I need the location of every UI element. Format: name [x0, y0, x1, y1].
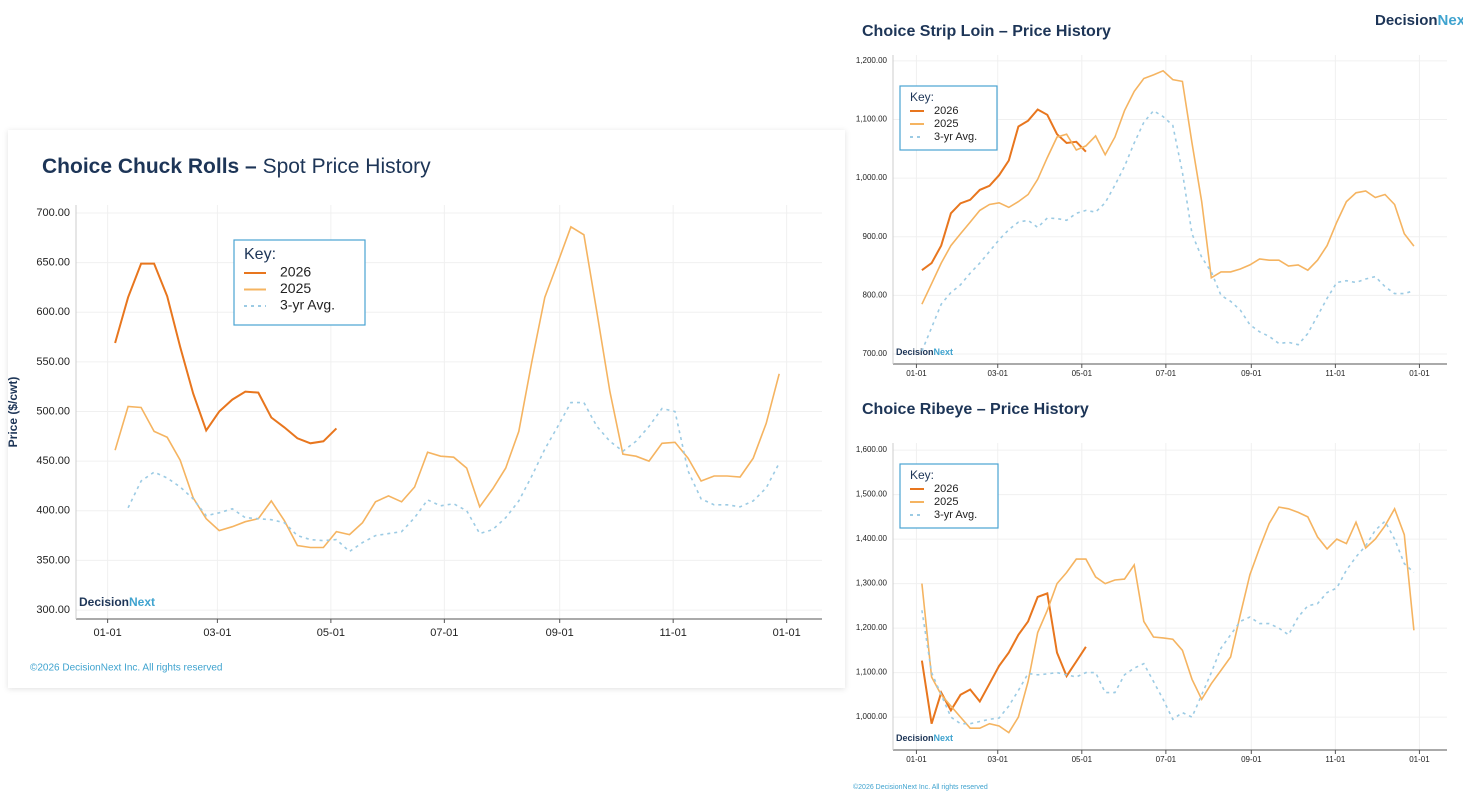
x-tick-label: 03-01 — [203, 627, 231, 639]
copyright: ©2026 DecisionNext Inc. All rights reser… — [30, 663, 222, 674]
watermark-part: Next — [934, 347, 954, 357]
chart: Choice Strip Loin – Price History 700.00 8… — [856, 23, 1447, 378]
chart-card — [8, 130, 845, 688]
x-tick-label: 03-01 — [988, 755, 1009, 764]
y-tick-label: 600.00 — [36, 306, 70, 318]
legend-label: 3-yr Avg. — [934, 509, 977, 521]
y-tick-label: 1,100.00 — [856, 668, 888, 677]
legend-label: 3-yr Avg. — [934, 131, 977, 143]
x-tick-label: 01-01 — [94, 627, 122, 639]
watermark-part: Decision — [896, 347, 934, 357]
legend-title: Key: — [244, 246, 276, 263]
y-tick-label: 1,100.00 — [856, 115, 888, 124]
series-line — [921, 506, 1415, 734]
y-tick-label: 900.00 — [863, 232, 888, 241]
watermark-part: Next — [129, 595, 155, 609]
x-tick-label: 09-01 — [1241, 369, 1262, 378]
y-tick-label: 450.00 — [36, 455, 70, 467]
x-tick-label: 09-01 — [1241, 755, 1262, 764]
x-tick-label: 01-01 — [906, 369, 927, 378]
legend-label: 2025 — [934, 118, 958, 130]
series-line — [921, 520, 1415, 725]
watermark: DecisionNext — [79, 595, 155, 609]
y-tick-label: 700.00 — [863, 349, 888, 358]
y-tick-label: 1,000.00 — [856, 173, 888, 182]
chart-title-main: Choice Ribeye – Price History — [862, 401, 1089, 418]
legend-box — [899, 85, 998, 151]
y-tick-label: 350.00 — [36, 554, 70, 566]
watermark-part: Next — [934, 733, 954, 743]
chart: Choice Ribeye – Price History 1,000.00 1,1… — [856, 401, 1447, 764]
y-tick-label: 550.00 — [36, 356, 70, 368]
chart-title: Choice Chuck Rolls – Spot Price History — [42, 155, 431, 178]
y-tick-label: 400.00 — [36, 505, 70, 517]
legend-title: Key: — [910, 90, 934, 104]
series-line — [920, 592, 1087, 724]
chart: Choice Chuck Rolls – Spot Price History 3… — [6, 155, 822, 674]
chart-title-main: Choice Chuck Rolls – — [42, 155, 257, 178]
series-line — [114, 225, 780, 549]
series-line — [921, 109, 1415, 352]
x-tick-label: 01-01 — [906, 755, 927, 764]
y-tick-label: 1,200.00 — [856, 623, 888, 632]
legend-label: 2025 — [934, 496, 958, 508]
y-tick-label: 650.00 — [36, 256, 70, 268]
legend-label: 2026 — [934, 105, 958, 117]
x-tick-label: 11-01 — [1325, 755, 1345, 764]
footer: ©2026 DecisionNext Inc. All rights reser… — [853, 783, 988, 791]
y-tick-label: 1,600.00 — [856, 445, 888, 454]
x-tick-label: 05-01 — [1072, 755, 1093, 764]
chart-title: Choice Ribeye – Price History — [862, 401, 1089, 418]
series-line — [921, 69, 1415, 305]
logo: DecisionNext — [1375, 12, 1463, 29]
y-tick-label: 1,200.00 — [856, 56, 888, 65]
x-tick-label: 09-01 — [546, 627, 574, 639]
y-tick-label: 1,500.00 — [856, 490, 888, 499]
watermark: DecisionNext — [896, 347, 953, 357]
x-tick-label: 07-01 — [1156, 369, 1177, 378]
chart-title-main: Choice Strip Loin – Price History — [862, 23, 1111, 40]
legend-label: 2026 — [934, 483, 958, 495]
watermark: DecisionNext — [896, 733, 953, 743]
y-tick-label: 500.00 — [36, 405, 70, 417]
legend-label: 2025 — [280, 280, 311, 296]
y-axis-label: Price ($/cwt) — [6, 377, 20, 448]
x-tick-label: 01-01 — [773, 627, 801, 639]
x-tick-label: 07-01 — [430, 627, 458, 639]
series-line — [114, 262, 338, 445]
legend-label: 2026 — [280, 264, 311, 280]
x-tick-label: 03-01 — [988, 369, 1009, 378]
series-line — [921, 108, 1087, 272]
x-tick-label: 11-01 — [660, 627, 687, 639]
legend-box — [899, 463, 999, 529]
y-tick-label: 300.00 — [36, 604, 70, 616]
chart-subtitle: Spot Price History — [263, 155, 432, 178]
y-tick-label: 1,300.00 — [856, 579, 888, 588]
x-tick-label: 07-01 — [1156, 755, 1177, 764]
y-tick-label: 1,400.00 — [856, 534, 888, 543]
chart-title: Choice Strip Loin – Price History — [862, 23, 1111, 40]
watermark-part: Decision — [79, 595, 129, 609]
watermark-part: Decision — [896, 733, 934, 743]
legend-box — [233, 239, 366, 326]
legend-label: 3-yr Avg. — [280, 297, 335, 313]
x-tick-label: 05-01 — [1072, 369, 1093, 378]
legend-title: Key: — [910, 468, 934, 482]
x-tick-label: 11-01 — [1325, 369, 1345, 378]
y-tick-label: 800.00 — [863, 291, 888, 300]
y-tick-label: 700.00 — [36, 207, 70, 219]
x-tick-label: 01-01 — [1409, 369, 1430, 378]
x-tick-label: 01-01 — [1409, 755, 1430, 764]
y-tick-label: 1,000.00 — [856, 712, 888, 721]
x-tick-label: 05-01 — [317, 627, 345, 639]
